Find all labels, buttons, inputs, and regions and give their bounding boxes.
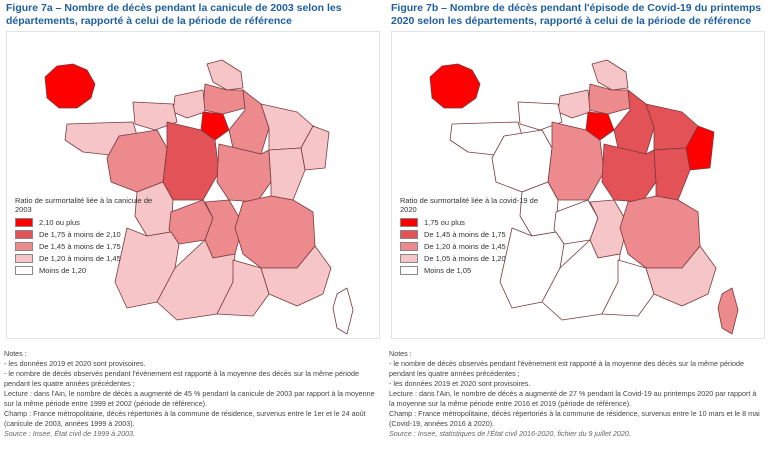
legend-swatch [15,254,33,263]
notes-heading: Notes : [4,349,27,358]
map-2003-svg [44,59,354,335]
notes-2020: Notes : - le nombre de décès observés pe… [389,349,763,439]
legend-swatch [400,242,418,251]
map-2020-covid: Ratio de surmortalité liée à la covid-19… [391,31,765,339]
notes-heading: Notes : [389,349,412,358]
legend-2003: Ratio de surmortalité liée à la canicule… [15,196,155,278]
legend-title: Ratio de surmortalité liée à la covid-19… [400,196,538,214]
legend-item: Moins de 1,05 [400,266,540,278]
legend-swatch [15,266,33,275]
note-line: - les données 2019 et 2020 sont provisoi… [389,379,531,388]
region-rhone-alpes [234,195,316,269]
inset-paris [44,63,96,109]
region-midi-pyrenees [156,239,236,321]
region-ile-de-france [585,111,615,141]
region-haute-normandie [557,89,591,119]
legend-2020: Ratio de surmortalité liée à la covid-19… [400,196,540,278]
map-2003-heatwave: Ratio de surmortalité liée à la canicule… [6,31,380,339]
region-haute-normandie [172,89,206,119]
legend-item: De 1,45 à moins de 1,75 [15,242,155,254]
region-franche-comte [653,147,691,201]
region-midi-pyrenees [541,239,621,321]
region-bourgogne [601,143,657,203]
champ: Champ : France métropolitaine, décès rép… [389,409,760,428]
region-bourgogne [216,143,272,203]
note-line: - les données 2019 et 2020 sont provisoi… [4,359,146,368]
legend-item: De 1,20 à moins de 1,45 [400,242,540,254]
region-nord-pas-de-calais [206,59,244,91]
notes-2003: Notes : - les données 2019 et 2020 sont … [4,349,378,439]
legend-swatch [15,218,33,227]
champ: Champ : France métropolitaine, décès rép… [4,409,366,428]
note-line: - le nombre de décès observés pendant l'… [389,359,744,378]
region-alsace [300,125,330,171]
map-2020-svg [429,59,739,335]
legend-item: De 1,05 à moins de 1,20 [400,254,540,266]
region-basse-normandie [517,101,563,131]
source: Source : Insee, État civil de 1999 à 200… [4,429,136,438]
legend-item: 1,75 ou plus [400,218,540,230]
figure-7a: Figure 7a – Nombre de décès pendant la c… [4,2,380,439]
legend-title: Ratio de surmortalité liée à la canicule… [15,196,153,214]
note-line: - le nombre de décès observés pendant l'… [4,369,359,388]
figure-7b-title: Figure 7b – Nombre de décès pendant l'ép… [391,2,762,27]
region-corse [717,287,739,335]
region-basse-normandie [132,101,178,131]
region-paca [645,245,717,307]
region-franche-comte [268,147,306,201]
legend-swatch [400,230,418,239]
region-ile-de-france [200,111,230,141]
source: Source : Insee, statistiques de l'État c… [389,429,631,438]
legend-swatch [400,218,418,227]
region-corse [332,287,354,335]
legend-item: De 1,45 à moins de 1,75 [400,230,540,242]
region-paca [260,245,332,307]
inset-paris [429,63,481,109]
figure-7b: Figure 7b – Nombre de décès pendant l'ép… [385,0,770,457]
figure-7a-title: Figure 7a – Nombre de décès pendant la c… [6,2,342,27]
region-alsace [685,125,715,171]
lecture: Lecture : dans l'Ain, le nombre de décès… [389,389,757,408]
legend-item: De 1,20 à moins de 1,45 [15,254,155,266]
legend-swatch [400,266,418,275]
legend-swatch [15,230,33,239]
lecture: Lecture : dans l'Ain, le nombre de décès… [4,389,375,408]
region-nord-pas-de-calais [591,59,629,91]
region-rhone-alpes [619,195,701,269]
legend-item: 2,10 ou plus [15,218,155,230]
legend-swatch [15,242,33,251]
legend-swatch [400,254,418,263]
legend-item: De 1,75 à moins de 2,10 [15,230,155,242]
legend-item: Moins de 1,20 [15,266,155,278]
